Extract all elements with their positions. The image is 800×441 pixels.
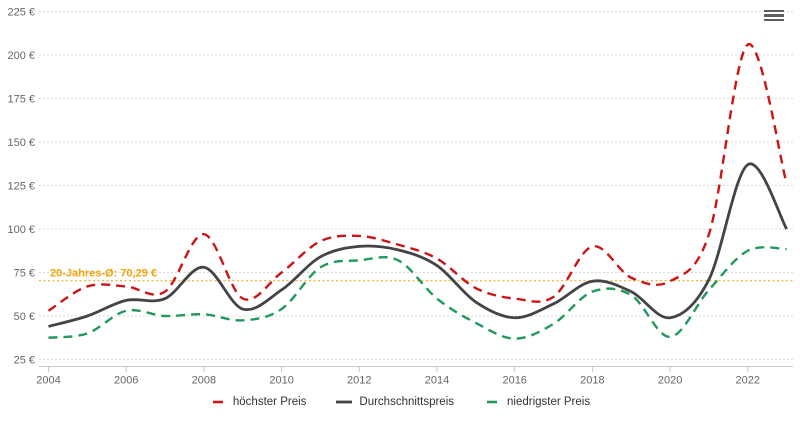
hamburger-menu-icon bbox=[764, 14, 784, 17]
series-line-niedrigster-preis[interactable] bbox=[48, 246, 787, 340]
legend-marker-icon bbox=[487, 400, 497, 404]
y-axis-label: 150 € bbox=[7, 137, 35, 149]
chart-legend: höchster Preis Durchschnittspreis niedrigs… bbox=[0, 396, 800, 408]
hamburger-menu-icon bbox=[764, 10, 784, 13]
legend-item-hoechster-preis[interactable]: höchster Preis bbox=[210, 396, 307, 408]
y-axis-label: 225 € bbox=[7, 7, 35, 19]
x-axis: 2004 2006 2008 2010 2012 2014 2016 2018 2020 2022 bbox=[36, 366, 793, 387]
y-axis-label: 175 € bbox=[7, 94, 35, 106]
legend-marker-icon bbox=[212, 400, 223, 404]
legend-label: Durchschnittspreis bbox=[359, 396, 454, 408]
x-axis-label: 2016 bbox=[502, 375, 526, 387]
y-axis-label: 50 € bbox=[14, 311, 35, 323]
y-axis-labels: 25 € 50 € 75 € 100 € 125 € 150 € 175 € 200 € 225… bbox=[7, 7, 35, 367]
y-gridlines bbox=[39, 11, 793, 360]
legend-marker-icon bbox=[336, 400, 353, 404]
x-axis-label: 2018 bbox=[580, 375, 604, 387]
x-axis-label: 2004 bbox=[36, 375, 60, 387]
x-axis-label: 2012 bbox=[347, 375, 371, 387]
legend-item-niedrigster-preis[interactable]: niedrigster Preis bbox=[484, 396, 590, 408]
series-line-hoechster-preis[interactable] bbox=[47, 43, 788, 312]
legend-label: niedrigster Preis bbox=[507, 396, 591, 408]
x-axis-label: 2006 bbox=[114, 375, 138, 387]
chart-menu-button[interactable] bbox=[762, 8, 786, 28]
y-axis-label: 75 € bbox=[14, 268, 35, 280]
x-axis-label: 2008 bbox=[192, 375, 216, 387]
x-axis-label: 2014 bbox=[425, 375, 449, 387]
x-axis-label: 2020 bbox=[658, 375, 682, 387]
series-line-durchschnittspreis[interactable] bbox=[48, 162, 788, 328]
legend-item-durchschnittspreis[interactable]: Durchschnittspreis bbox=[336, 396, 454, 408]
x-axis-label: 2022 bbox=[736, 375, 760, 387]
y-axis-label: 100 € bbox=[7, 224, 35, 236]
y-axis-label: 125 € bbox=[7, 181, 35, 193]
average-annotation: 20-Jahres-Ø: 70,29 € bbox=[50, 268, 157, 280]
y-axis-label: 200 € bbox=[7, 50, 35, 62]
x-axis-label: 2010 bbox=[269, 375, 293, 387]
y-axis-label: 25 € bbox=[14, 355, 35, 367]
legend-label: höchster Preis bbox=[232, 396, 307, 408]
hamburger-menu-icon bbox=[764, 18, 784, 22]
